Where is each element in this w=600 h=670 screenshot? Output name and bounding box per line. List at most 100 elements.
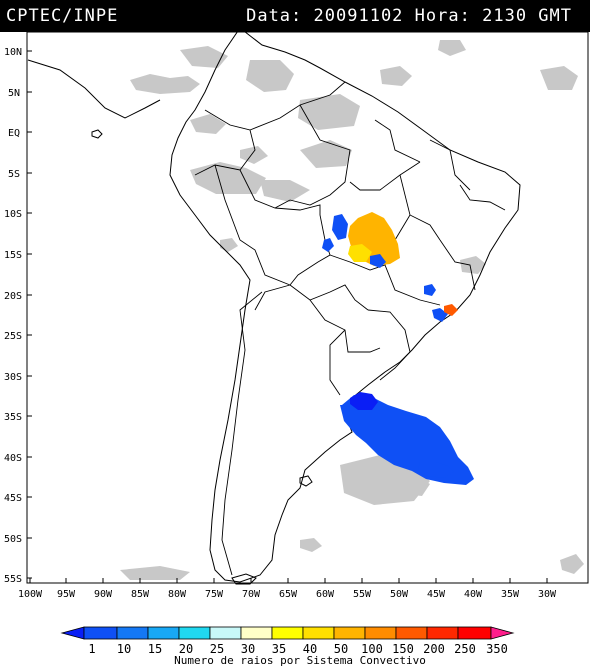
colorbar-seg-6 [240, 626, 273, 640]
colorbar-tick-12: 250 [454, 642, 476, 656]
lat-axis: 10N 5N EQ 5S 10S 15S 20S 25S 30S 35S 40S… [4, 47, 32, 585]
lon-label-12: 40W [464, 589, 483, 600]
lat-label-10: 40S [4, 453, 22, 464]
colorbar-tick-1: 10 [117, 642, 131, 656]
lon-tick-0: 100W [18, 578, 43, 600]
lon-tick-10: 50W [390, 578, 409, 600]
lat-tick-10: 40S [4, 453, 32, 464]
south-america-coastline [169, 27, 521, 583]
colorbar-seg-4 [178, 626, 211, 640]
colorbar-seg-8 [302, 626, 335, 640]
colorbar-tick-6: 35 [272, 642, 286, 656]
colorbar-tick-13: 350 [486, 642, 508, 656]
time-value: 2130 GMT [482, 6, 572, 26]
lon-tick-8: 60W [316, 578, 335, 600]
lon-tick-9: 55W [353, 578, 372, 600]
lat-tick-5: 15S [4, 250, 32, 261]
lon-label-2: 90W [94, 589, 113, 600]
lat-tick-8: 30S [4, 372, 32, 383]
lon-tick-13: 35W [501, 578, 520, 600]
lat-label-8: 30S [4, 372, 22, 383]
lat-label-9: 35S [4, 412, 22, 423]
lat-tick-4: 10S [4, 209, 32, 220]
lat-label-3: 5S [8, 169, 20, 180]
lightning-dark-blue-south [350, 392, 378, 410]
lon-axis: 100W 95W 90W 85W 80W 75W 70W 65W 60W 55W… [18, 578, 557, 600]
lat-tick-7: 25S [4, 331, 32, 342]
colorbar-tick-7: 40 [303, 642, 317, 656]
lat-label-12: 50S [4, 534, 22, 545]
lat-tick-0: 10N [4, 47, 32, 58]
lat-tick-9: 35S [4, 412, 32, 423]
lat-tick-12: 50S [4, 534, 32, 545]
lat-label-4: 10S [4, 209, 22, 220]
date-label: Data: [246, 6, 303, 26]
colorbar-tick-8: 50 [334, 642, 348, 656]
lon-label-7: 65W [279, 589, 298, 600]
lat-label-1: 5N [8, 88, 20, 99]
colorbar [60, 626, 515, 640]
colorbar-seg-14 [490, 626, 515, 640]
colorbar-tick-0: 1 [88, 642, 95, 656]
central-america-coastline [27, 59, 161, 119]
lon-tick-2: 90W [94, 578, 113, 600]
lon-label-4: 80W [168, 589, 187, 600]
colorbar-seg-0 [60, 626, 85, 640]
colorbar-tick-5: 30 [241, 642, 255, 656]
colorbar-tick-3: 20 [179, 642, 193, 656]
lightning-blue-south [340, 395, 474, 485]
datetime-label: Data: 20091102 Hora: 2130 GMT [246, 6, 572, 26]
lat-tick-3: 5S [8, 169, 32, 180]
lon-label-1: 95W [57, 589, 76, 600]
lightning-yellow-central [348, 244, 372, 262]
colorbar-seg-10 [364, 626, 397, 640]
colorbar-tick-11: 200 [423, 642, 445, 656]
lon-tick-14: 30W [538, 578, 557, 600]
colorbar-tick-9: 100 [361, 642, 383, 656]
lat-label-11: 45S [4, 493, 22, 504]
islands [91, 129, 313, 585]
date-value: 20091102 [313, 6, 404, 26]
lat-label-5: 15S [4, 250, 22, 261]
colorbar-seg-3 [147, 626, 180, 640]
colorbar-seg-12 [426, 626, 459, 640]
cloud-cover [120, 40, 584, 580]
map-header: CPTEC/INPE Data: 20091102 Hora: 2130 GMT [0, 0, 590, 32]
lon-tick-7: 65W [279, 578, 298, 600]
lat-label-6: 20S [4, 291, 22, 302]
lon-tick-6: 70W [242, 578, 261, 600]
lightning-blue-central [322, 214, 448, 322]
lon-label-9: 55W [353, 589, 372, 600]
lon-label-6: 70W [242, 589, 261, 600]
lightning-red-southeast [444, 304, 458, 316]
colorbar-tick-4: 25 [210, 642, 224, 656]
time-label: Hora: [414, 6, 471, 26]
lat-tick-11: 45S [4, 493, 32, 504]
agency-label: CPTEC/INPE [6, 6, 119, 26]
colorbar-seg-1 [83, 626, 118, 640]
lon-label-3: 85W [131, 589, 150, 600]
lat-label-2: EQ [8, 128, 20, 139]
lon-tick-3: 85W [131, 578, 150, 600]
lon-label-11: 45W [427, 589, 446, 600]
lon-tick-11: 45W [427, 578, 446, 600]
colorbar-seg-5 [209, 626, 242, 640]
colorbar-seg-11 [395, 626, 428, 640]
lon-label-5: 75W [205, 589, 224, 600]
colorbar-ticks: 1 10 15 20 25 30 35 40 50 100 150 200 25… [88, 642, 507, 656]
lat-label-0: 10N [4, 47, 22, 58]
lat-tick-2: EQ [8, 128, 32, 139]
colorbar-label: Numero de raios por Sistema Convectivo [174, 654, 426, 667]
country-borders [194, 81, 506, 576]
colorbar-seg-13 [457, 626, 492, 640]
colorbar-tick-10: 150 [392, 642, 414, 656]
lat-label-13: 55S [4, 574, 22, 585]
colorbar-seg-7 [271, 626, 304, 640]
colorbar-seg-9 [333, 626, 366, 640]
lat-tick-1: 5N [8, 88, 32, 99]
lon-label-0: 100W [18, 589, 43, 600]
lon-label-10: 50W [390, 589, 409, 600]
lon-tick-12: 40W [464, 578, 483, 600]
lon-label-13: 35W [501, 589, 520, 600]
